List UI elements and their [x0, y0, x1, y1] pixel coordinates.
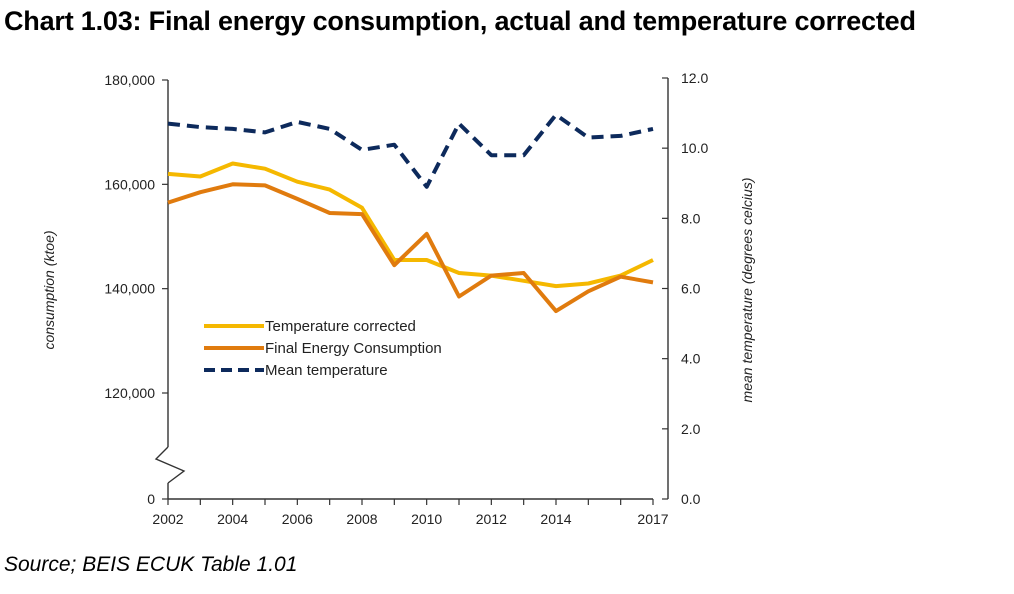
x-tick-label: 2006 — [282, 511, 313, 527]
legend-label-final-energy-consumption: Final Energy Consumption — [265, 340, 442, 357]
left-tick-label: 180,000 — [104, 72, 155, 88]
legend-label-mean-temperature: Mean temperature — [265, 362, 388, 379]
axis-break-mark — [154, 446, 186, 484]
x-ticks: 2002 2004 2006 2008 2010 2012 2014 2017 — [152, 499, 669, 527]
left-tick-label: 120,000 — [104, 385, 155, 401]
right-ticks: 12.0 10.0 8.0 6.0 4.0 2.0 0.0 — [662, 70, 708, 507]
x-tick-label: 2017 — [637, 511, 668, 527]
right-tick-label: 8.0 — [681, 210, 701, 226]
right-tick-label: 2.0 — [681, 421, 701, 437]
right-tick-label: 12.0 — [681, 70, 708, 86]
x-tick-label: 2010 — [411, 511, 442, 527]
series-line-mean-temperature — [167, 112, 654, 189]
series-layer — [167, 112, 654, 314]
right-tick-label: 4.0 — [681, 351, 701, 367]
legend-label-temperature-corrected: Temperature corrected — [265, 318, 416, 335]
x-tick-label: 2008 — [346, 511, 377, 527]
left-tick-label: 160,000 — [104, 176, 155, 192]
series-line-final-energy-consumption — [167, 182, 654, 314]
left-tick-label: 0 — [147, 491, 155, 507]
left-tick-label: 140,000 — [104, 281, 155, 297]
series-line-temperature-corrected — [167, 161, 654, 289]
source-note: Source; BEIS ECUK Table 1.01 — [4, 553, 298, 576]
left-ticks: 180,000 160,000 140,000 120,000 0 — [104, 72, 168, 507]
x-tick-label: 2014 — [540, 511, 571, 527]
right-axis-label: mean temperature (degrees celcius) — [739, 178, 755, 403]
right-tick-label: 10.0 — [681, 140, 708, 156]
right-tick-label: 0.0 — [681, 491, 701, 507]
x-tick-label: 2012 — [476, 511, 507, 527]
legend: Temperature corrected Final Energy Consu… — [204, 318, 442, 379]
chart-title: Chart 1.03: Final energy consumption, ac… — [4, 6, 916, 36]
x-tick-label: 2004 — [217, 511, 248, 527]
x-tick-label: 2002 — [152, 511, 183, 527]
right-tick-label: 6.0 — [681, 281, 701, 297]
left-axis-label: consumption (ktoe) — [41, 230, 57, 349]
